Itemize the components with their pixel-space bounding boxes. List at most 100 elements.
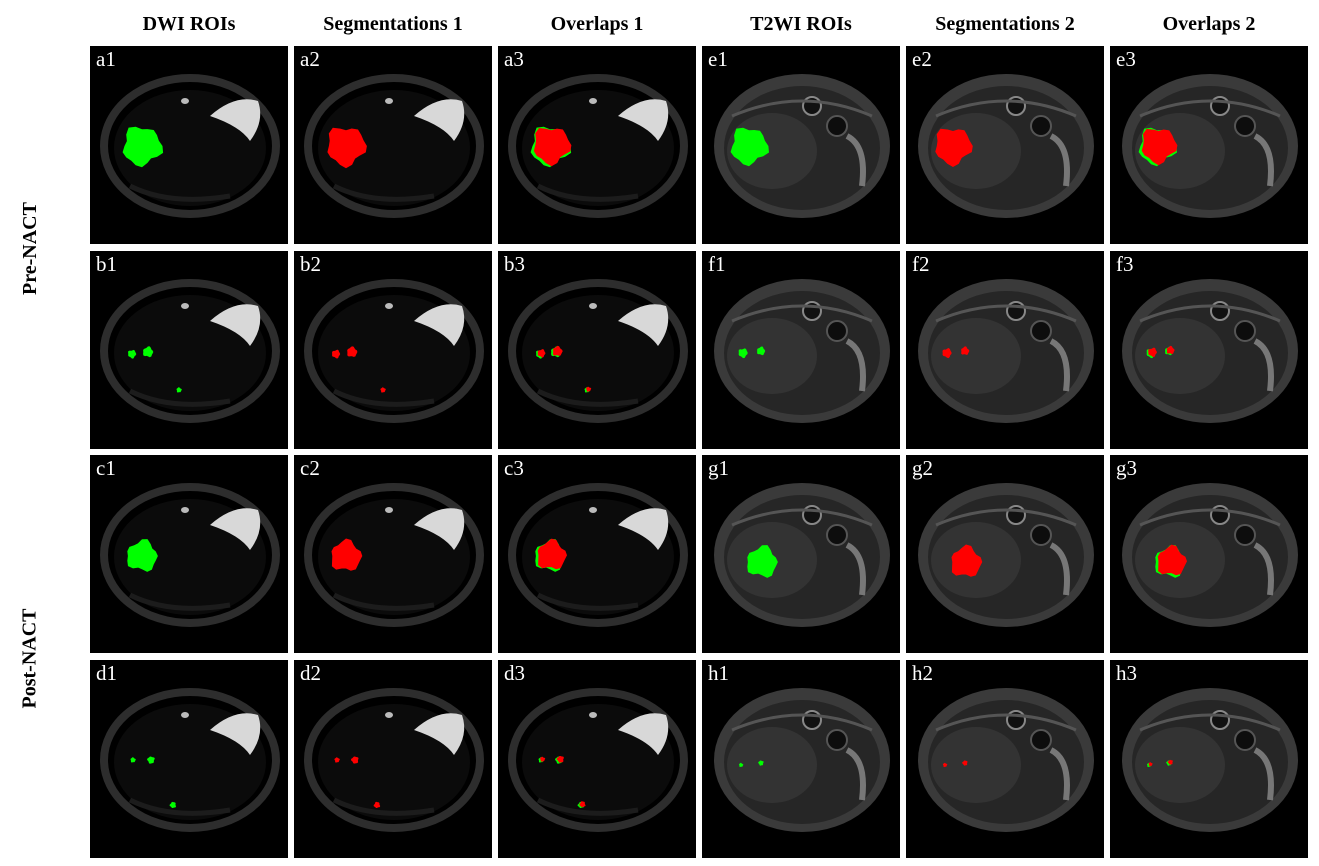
segmentation-mask [961, 346, 970, 355]
spleen [845, 542, 866, 596]
mri-slice [508, 279, 688, 423]
stomach [826, 320, 848, 342]
roi-mask [758, 760, 764, 766]
spleen [1049, 338, 1070, 392]
body-contour [304, 279, 484, 423]
panel-label: g2 [912, 456, 933, 480]
roi-mask [143, 346, 154, 358]
bowel-texture [332, 592, 435, 611]
spleen-bright [618, 99, 669, 141]
mri-slice [304, 688, 484, 832]
stomach [1030, 729, 1052, 751]
segmentation-mask [552, 345, 563, 356]
image-panel-e2: e2 [906, 46, 1104, 244]
segmentation-mask [586, 386, 592, 392]
stomach [826, 729, 848, 751]
mri-slice [1122, 74, 1298, 218]
panel-label: h2 [912, 661, 933, 685]
image-panel-g3: g3 [1110, 455, 1308, 653]
column-header-segmentations-2: Segmentations 2 [935, 13, 1075, 35]
bowel-texture [128, 183, 231, 202]
panel-label: f1 [708, 252, 726, 276]
diaphragm [731, 304, 873, 323]
spine-dot [385, 303, 393, 309]
bowel-texture [128, 388, 231, 407]
row-group-post-nact: Post-NACT [0, 455, 60, 862]
roi-mask [122, 126, 164, 168]
row-group-label: Post-NACT [18, 608, 41, 709]
panel-label: b1 [96, 252, 117, 276]
image-panel-d1: d1 [90, 660, 288, 858]
image-panel-d2: d2 [294, 660, 492, 858]
spleen-bright [618, 713, 669, 755]
spleen [1049, 542, 1070, 596]
image-panel-e1: e1 [702, 46, 900, 244]
segmentation-mask [331, 538, 363, 571]
roi-mask [130, 757, 136, 763]
roi-mask [127, 539, 158, 572]
bowel-texture [332, 183, 435, 202]
mri-slice [508, 74, 688, 218]
row-group-label: Pre-NACT [18, 201, 41, 295]
column-header-overlaps-2: Overlaps 2 [1162, 13, 1256, 35]
roi-mask [747, 545, 778, 578]
bowel-texture [536, 797, 639, 816]
mri-slice [100, 279, 280, 423]
mri-slice [918, 688, 1094, 832]
spine-dot [181, 712, 189, 718]
segmentation-mask [1157, 544, 1187, 576]
mri-slice [100, 74, 280, 218]
mri-slice [100, 483, 280, 627]
segmentation-mask [962, 760, 968, 766]
segmentation-mask [556, 756, 564, 763]
row-group-pre-nact: Pre-NACT [0, 46, 60, 450]
panel-label: d2 [300, 661, 321, 685]
stomach [1030, 115, 1052, 137]
diaphragm [935, 304, 1077, 323]
spine-dot [181, 303, 189, 309]
diaphragm [935, 99, 1077, 118]
spleen-bright [210, 713, 261, 755]
diaphragm [1139, 304, 1281, 323]
spine-dot [181, 507, 189, 513]
body-contour [100, 483, 280, 627]
mri-slice [714, 688, 890, 832]
column-header-segmentations-1: Segmentations 1 [323, 13, 463, 35]
panel-label: c2 [300, 456, 320, 480]
spine-dot [181, 98, 189, 104]
roi-mask [147, 756, 155, 764]
image-panel-f1: f1 [702, 251, 900, 449]
body-contour [508, 74, 688, 218]
body-contour [100, 279, 280, 423]
spleen-bright [618, 304, 669, 346]
image-panel-a1: a1 [90, 46, 288, 244]
panel-label: a3 [504, 47, 524, 71]
segmentation-mask [350, 756, 359, 764]
diaphragm [731, 99, 873, 118]
panel-label: h1 [708, 661, 729, 685]
stomach [1030, 524, 1052, 546]
image-panel-c1: c1 [90, 455, 288, 653]
image-panel-c3: c3 [498, 455, 696, 653]
spine-dot [385, 712, 393, 718]
image-panel-a2: a2 [294, 46, 492, 244]
spleen [1253, 133, 1274, 187]
stomach [1234, 115, 1256, 137]
stomach [1030, 320, 1052, 342]
panel-label: g3 [1116, 456, 1137, 480]
segmentation-mask [334, 757, 340, 763]
panel-label: c1 [96, 456, 116, 480]
segmentation-mask [942, 762, 948, 768]
stomach [826, 524, 848, 546]
image-panel-d3: d3 [498, 660, 696, 858]
diaphragm [1139, 508, 1281, 527]
panel-label: a2 [300, 47, 320, 71]
spine-dot [589, 98, 597, 104]
roi-mask [176, 387, 182, 393]
spleen-bright [414, 304, 465, 346]
panel-label: b2 [300, 252, 321, 276]
diaphragm [1139, 99, 1281, 118]
image-panel-c2: c2 [294, 455, 492, 653]
column-header-overlaps-1: Overlaps 1 [550, 13, 644, 35]
spleen [1253, 747, 1274, 801]
